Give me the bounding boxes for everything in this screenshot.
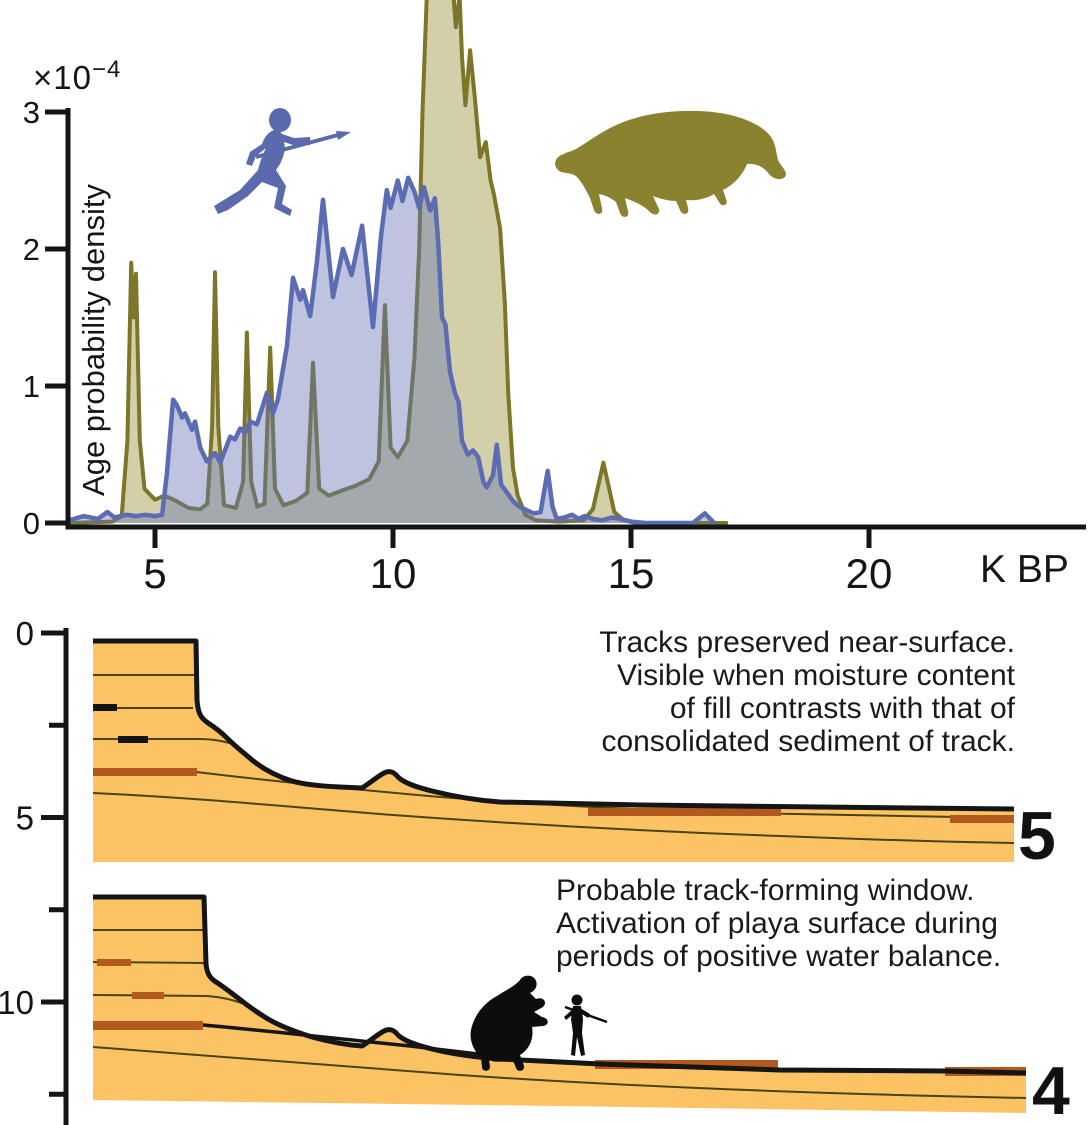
x-tick-label: 5 [143,550,166,597]
track-horizon-brown [93,768,197,776]
cross-section-5 [92,638,1015,862]
dated-sample-black [118,736,148,743]
section-5-caption: Tracks preserved near-surface. Visible wh… [475,626,1015,758]
rearing-sloth-icon [470,975,548,1071]
x-axis-unit-label: K BP [980,548,1069,591]
strata-line [92,1046,1027,1099]
ground-sloth-distribution-line [67,0,729,525]
caption-line: of fill contrasts with that of [669,692,1015,725]
depth-tick-label: 0 [16,615,34,652]
depth-tick-label: 10 [0,984,34,1021]
caption-line: Visible when moisture content [617,659,1015,692]
y-tick-label: 1 [23,369,40,404]
depth-tick-label: 5 [16,800,34,837]
surface-line-4 [93,894,1027,1076]
ground-sloth-icon [555,110,786,217]
cross-section-4 [92,894,1027,1113]
track-horizon-brown [132,992,164,999]
track-horizon-brown [93,1021,203,1030]
section-4-number: 4 [1032,1053,1070,1125]
human-hunter-icon [214,108,351,216]
human-distribution-fill [69,177,715,524]
caption-line: periods of positive water balance. [556,940,1002,973]
buried-horizon-line [202,1023,496,1058]
surface-line-5 [93,638,1015,812]
sediment-body-4 [93,897,1026,1113]
y-axis-multiplier: ×10−4 [33,56,122,96]
human-hunter-small-icon [564,994,608,1056]
y-tick-label: 3 [23,95,40,130]
caption-line: Activation of playa surface during [556,907,998,940]
caption-line: consolidated sediment of track. [601,725,1015,758]
x-tick-label: 20 [846,550,893,597]
dated-sample-black [93,704,117,711]
track-horizon-brown [97,959,131,966]
section-4-caption: Probable track-forming window. Activation… [556,874,1066,973]
chart-axes: 0 1 2 3 5 10 15 20 [23,95,1086,597]
y-tick-label: 0 [23,506,40,541]
caption-line: Probable track-forming window. [556,874,975,907]
caption-line: Tracks preserved near-surface. [599,626,1015,659]
x-tick-label: 10 [370,550,417,597]
track-horizon-brown [588,808,781,816]
strata-line [92,792,1015,844]
distribution-curves [67,0,729,526]
depth-axis: 0 5 10 [0,615,69,1125]
section-5-number: 5 [1018,798,1056,874]
y-axis-title: Age probability density [76,184,111,496]
ground-sloth-distribution-fill [69,0,727,523]
stratigraphic-sections: 0 5 10 [0,615,1027,1125]
x-tick-label: 15 [608,550,655,597]
y-tick-label: 2 [23,232,40,267]
track-horizon-brown [950,815,1014,823]
human-distribution-line [67,175,717,526]
age-probability-chart: 0 1 2 3 5 10 15 20 [23,0,1086,597]
